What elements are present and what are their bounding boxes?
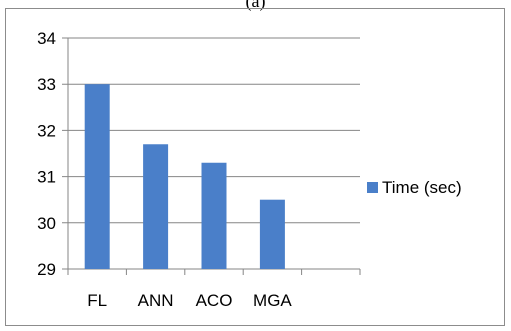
y-tick-label: 34 (37, 29, 56, 48)
x-tick-label: ACO (196, 291, 233, 310)
bar (143, 144, 169, 269)
y-tick-label: 33 (37, 75, 56, 94)
y-tick-label: 31 (37, 168, 56, 187)
figure-caption: (a) (245, 0, 266, 11)
y-tick-label: 32 (37, 121, 56, 140)
bar (84, 84, 110, 269)
x-tick-label: MGA (253, 291, 292, 310)
bar (201, 162, 227, 269)
x-tick-label: FL (87, 291, 107, 310)
x-tick-label: ANN (138, 291, 174, 310)
y-tick-label: 30 (37, 214, 56, 233)
legend-swatch (367, 182, 378, 193)
bar (259, 199, 285, 269)
legend-label: Time (sec) (382, 178, 462, 197)
chart-frame (5, 8, 505, 326)
y-tick-label: 29 (37, 260, 56, 279)
